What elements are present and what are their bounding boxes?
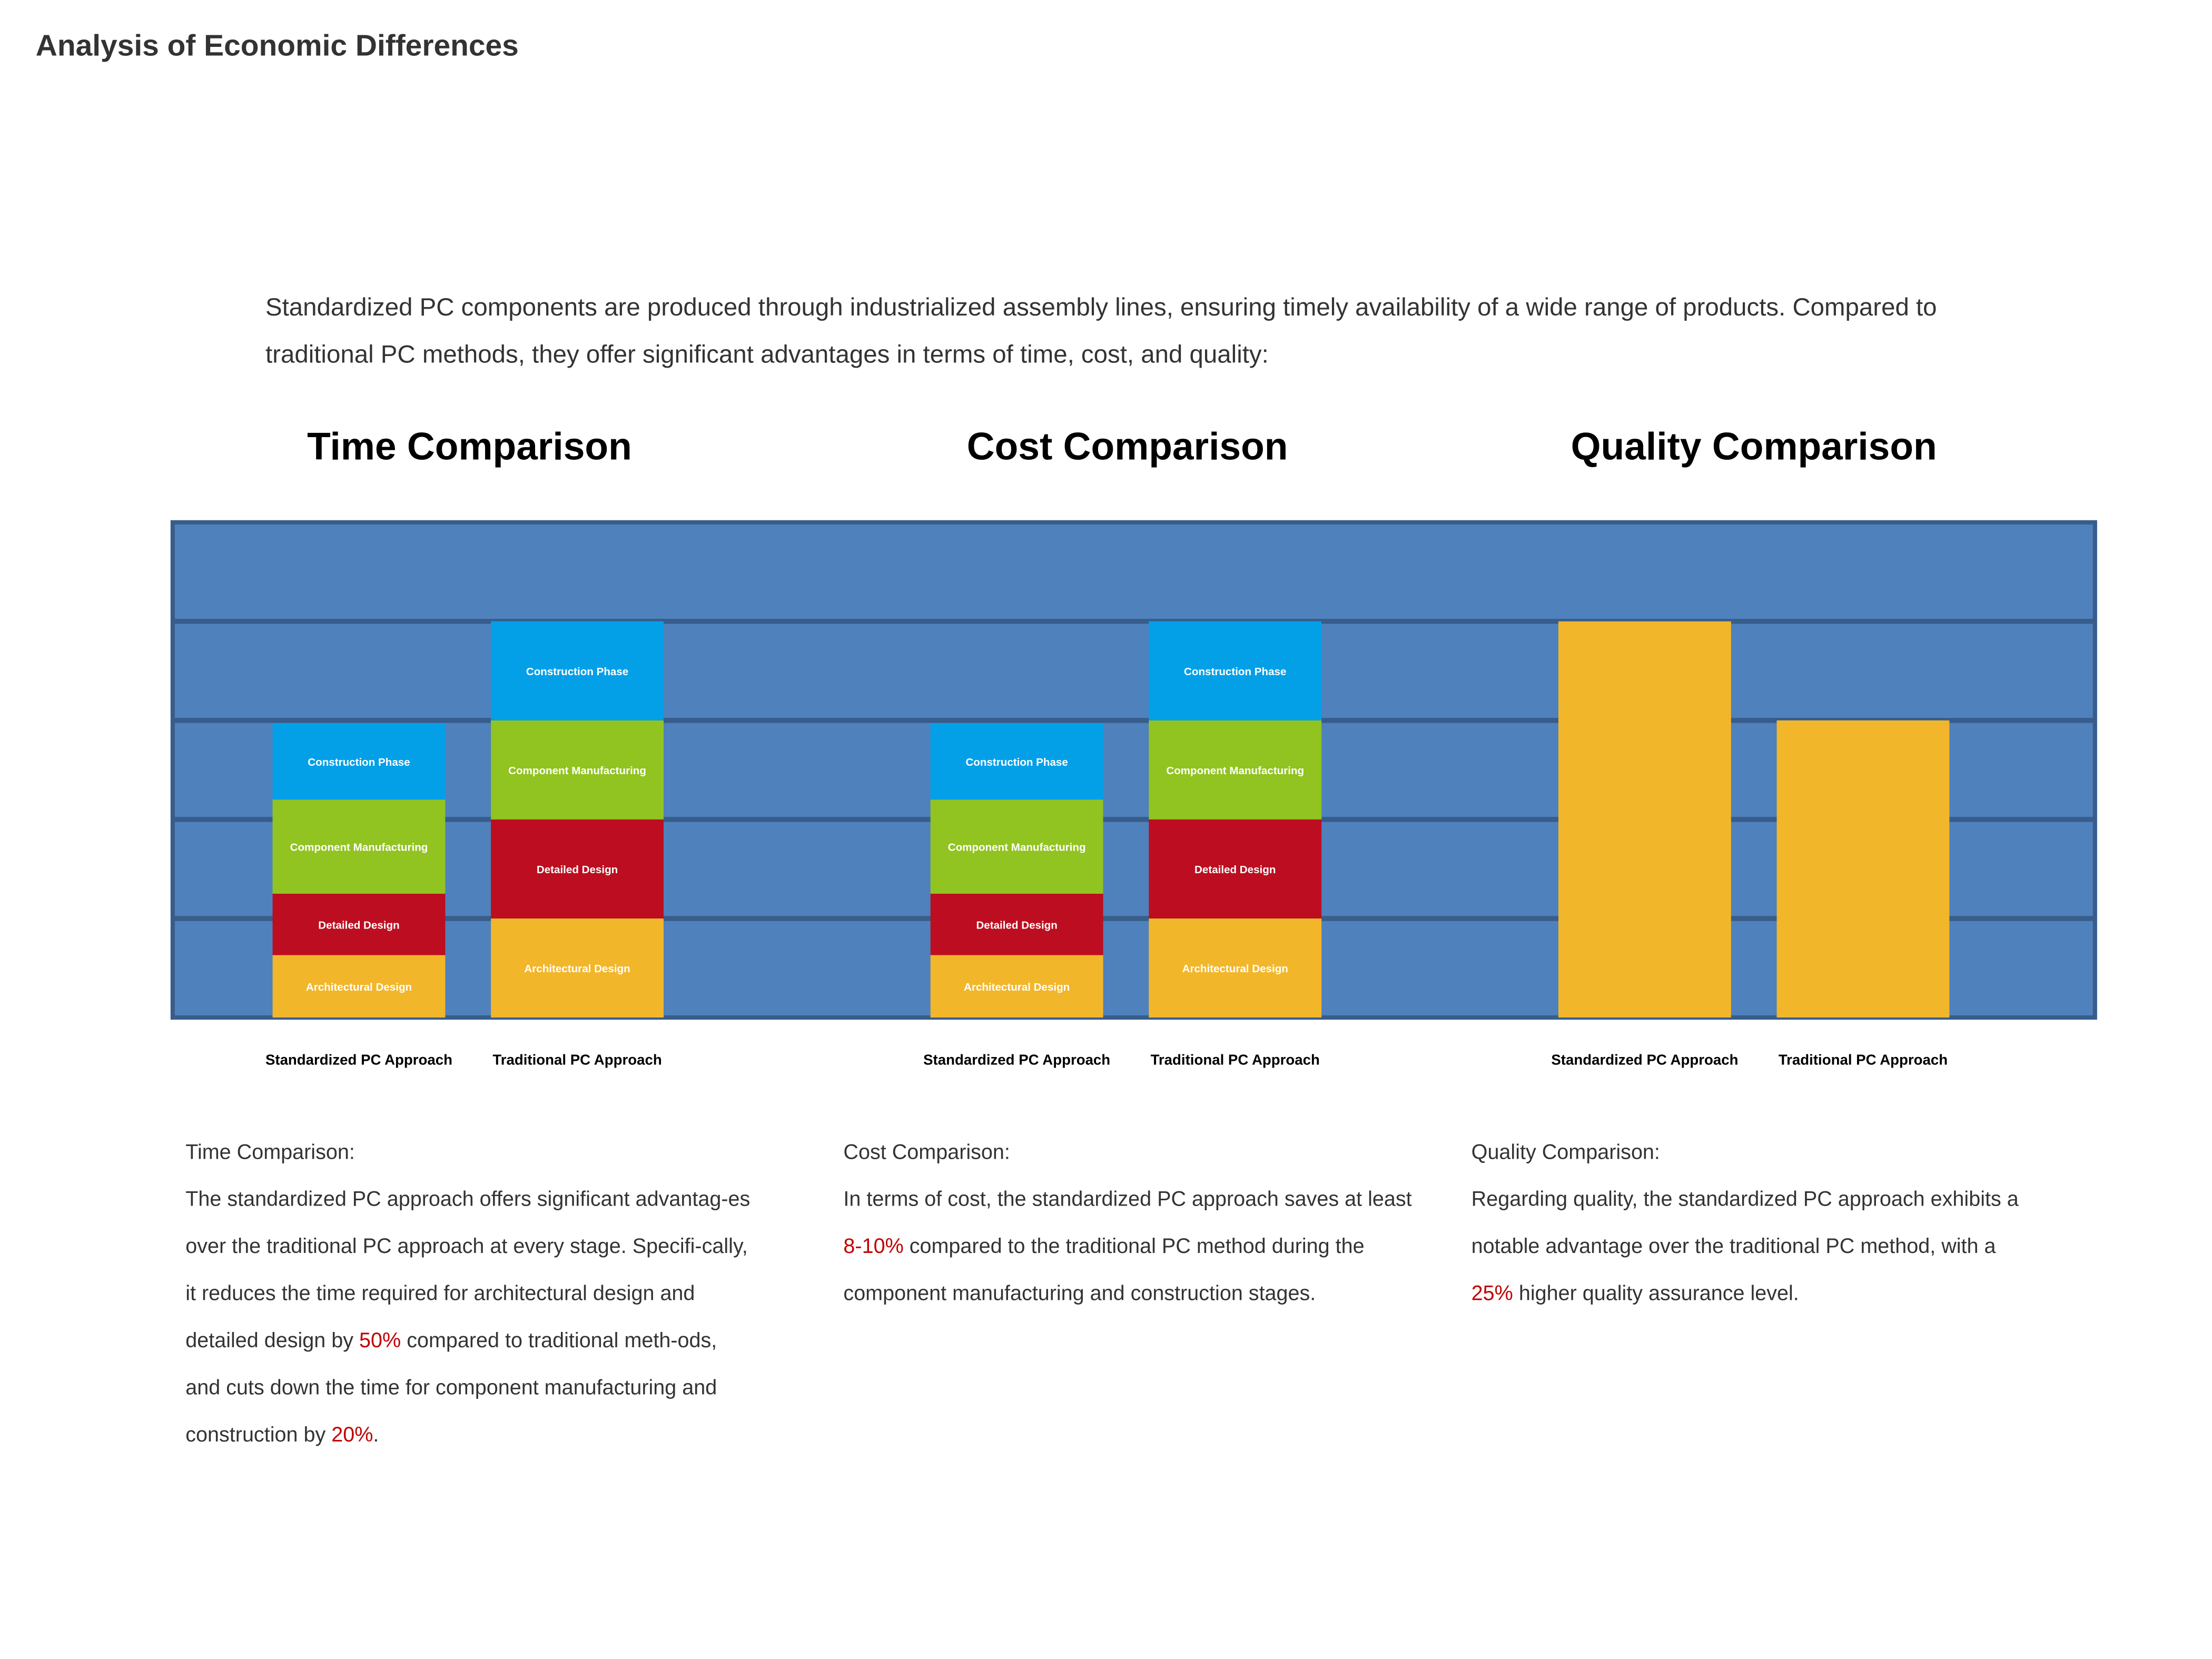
segment-label: Component Manufacturing [948, 842, 1086, 854]
x-tick-label: Traditional PC Approach [492, 1051, 661, 1068]
segment-label: Architectural Design [1182, 963, 1288, 975]
highlighted-value: 20% [331, 1424, 373, 1447]
segment-label: Construction Phase [1184, 666, 1286, 678]
highlighted-value: 25% [1471, 1283, 1513, 1306]
quality-description-title: Quality Comparison: [1471, 1141, 1660, 1165]
description-text: . [373, 1424, 379, 1447]
description-text: higher quality assurance level. [1513, 1283, 1799, 1306]
x-tick-label: Standardized PC Approach [1551, 1051, 1738, 1068]
bar-segment-architectural-design [930, 955, 1103, 1018]
segment-label: Construction Phase [526, 666, 628, 678]
intro-paragraph: Standardized PC components are produced … [265, 292, 1937, 369]
bar-segment-construction-phase [272, 723, 446, 800]
description-text: The standardized PC approach offers sign… [185, 1189, 750, 1353]
bar-segment-architectural-design [491, 918, 664, 1018]
segment-label: Detailed Design [1194, 864, 1276, 876]
highlighted-value: 50% [359, 1330, 401, 1353]
description-text: In terms of cost, the standardized PC ap… [843, 1189, 1412, 1212]
description-text: compared to traditional meth-ods, and cu… [185, 1330, 717, 1447]
segment-label: Detailed Design [976, 919, 1057, 931]
description-text: Regarding quality, the standardized PC a… [1471, 1189, 2019, 1259]
x-tick-label: Standardized PC Approach [265, 1051, 452, 1068]
bar-segment-component-manufacturing [930, 799, 1103, 894]
time-description-title: Time Comparison: [185, 1141, 355, 1165]
bar [1558, 621, 1731, 1018]
cost-description-title: Cost Comparison: [843, 1141, 1010, 1165]
bar-segment-construction-phase [930, 723, 1103, 800]
bar-segment-component-manufacturing [1149, 720, 1322, 819]
bar-segment-component-manufacturing [491, 720, 664, 819]
bar-segment-component-manufacturing [272, 799, 446, 894]
x-tick-label: Standardized PC Approach [923, 1051, 1110, 1068]
segment-label: Construction Phase [965, 756, 1068, 768]
segment-label: Detailed Design [537, 864, 618, 876]
segment-label: Architectural Design [964, 981, 1070, 993]
highlighted-value: 8-10% [843, 1236, 904, 1259]
quality-comparison-title: Quality Comparison [1571, 425, 1937, 468]
x-tick-label: Traditional PC Approach [1779, 1051, 1948, 1068]
bar-segment-construction-phase [1149, 621, 1322, 720]
segment-label: Component Manufacturing [290, 842, 428, 854]
segment-label: Component Manufacturing [1166, 765, 1304, 777]
quality-description-body: Regarding quality, the standardized PC a… [1472, 1189, 2019, 1306]
page-title: Analysis of Economic Differences [35, 29, 519, 63]
time-description-body: The standardized PC approach offers sign… [185, 1189, 750, 1447]
bar-segment-detailed-design [491, 819, 664, 919]
bar-segment-detailed-design [930, 893, 1103, 955]
segment-label: Detailed Design [318, 919, 399, 931]
x-tick-label: Traditional PC Approach [1151, 1051, 1320, 1068]
segment-label: Component Manufacturing [508, 765, 646, 777]
cost-comparison-title: Cost Comparison [966, 425, 1288, 468]
time-description: Time Comparison: The standardized PC app… [185, 1130, 756, 1460]
time-comparison-title: Time Comparison [307, 425, 632, 468]
segment-label: Architectural Design [306, 981, 412, 993]
bar [1776, 720, 1950, 1018]
bar-segment-construction-phase [491, 621, 664, 720]
bar-segment-detailed-design [272, 893, 446, 955]
cost-description: Cost Comparison: In terms of cost, the s… [843, 1130, 1414, 1319]
bar-segment-detailed-design [1149, 819, 1322, 919]
description-text: compared to the traditional PC method du… [843, 1236, 1365, 1306]
segment-label: Architectural Design [524, 963, 630, 975]
bar-segment-architectural-design [1149, 918, 1322, 1018]
segment-label: Construction Phase [308, 756, 410, 768]
quality-description: Quality Comparison: Regarding quality, t… [1472, 1130, 2042, 1319]
bar-segment-architectural-design [272, 955, 446, 1018]
cost-description-body: In terms of cost, the standardized PC ap… [843, 1189, 1411, 1306]
